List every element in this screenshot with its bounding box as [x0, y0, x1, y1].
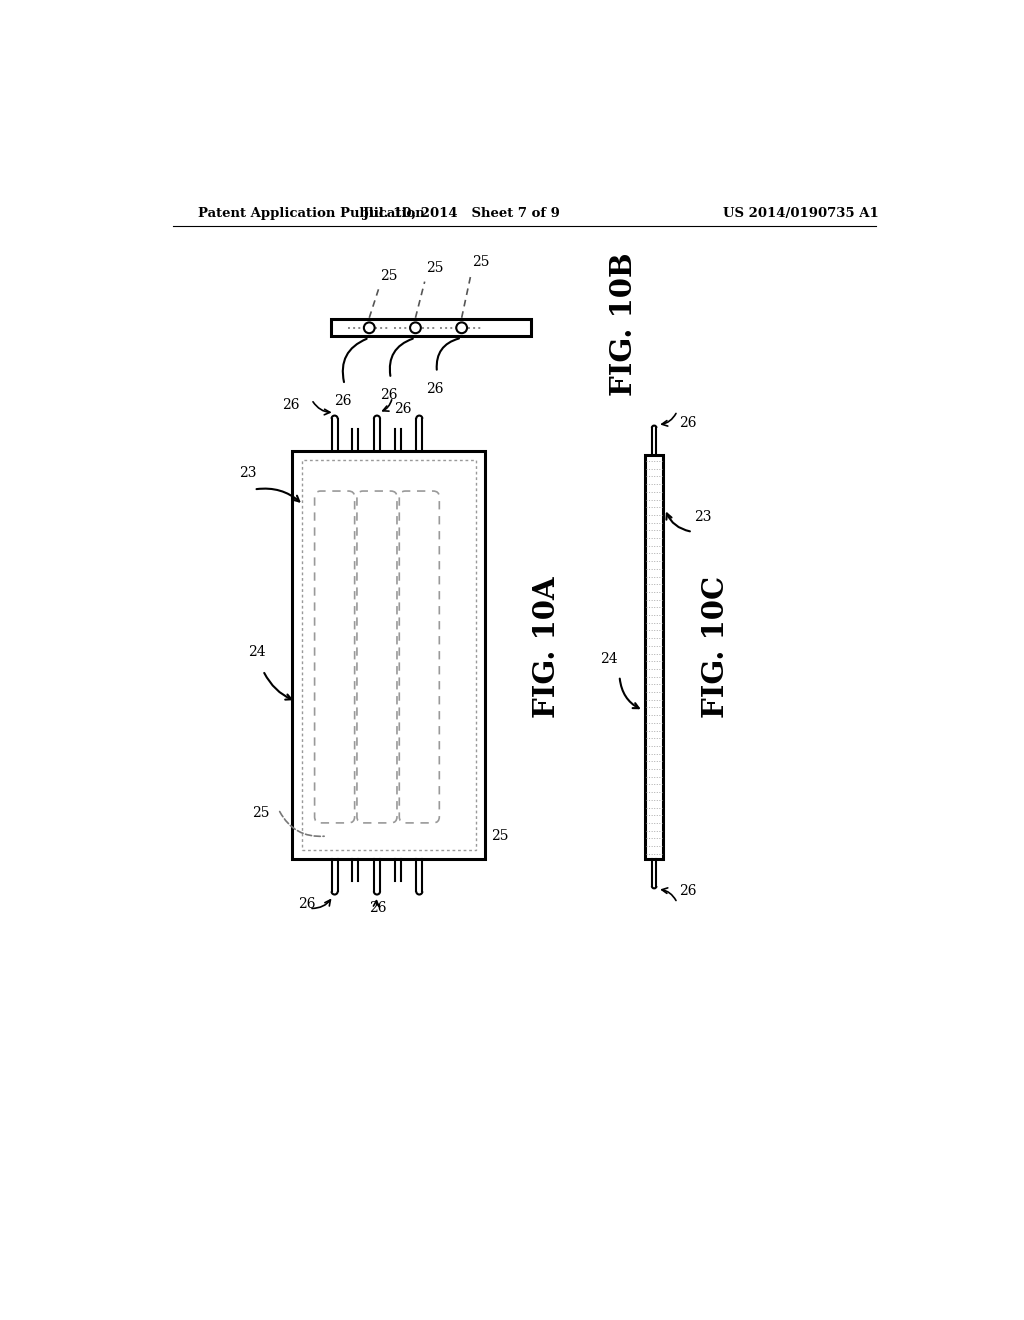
Text: 26: 26: [394, 401, 412, 416]
Text: Jul. 10, 2014   Sheet 7 of 9: Jul. 10, 2014 Sheet 7 of 9: [364, 207, 560, 220]
Text: 24: 24: [248, 645, 265, 659]
Text: US 2014/0190735 A1: US 2014/0190735 A1: [723, 207, 879, 220]
Text: Patent Application Publication: Patent Application Publication: [199, 207, 425, 220]
Text: 26: 26: [298, 896, 316, 911]
Bar: [331, 319, 531, 337]
Circle shape: [364, 322, 375, 333]
Text: 26: 26: [282, 397, 299, 412]
Text: FIG. 10C: FIG. 10C: [701, 577, 730, 718]
Text: FIG. 10B: FIG. 10B: [609, 252, 638, 396]
Text: 26: 26: [679, 416, 696, 429]
Text: 26: 26: [679, 884, 696, 899]
Bar: [645, 455, 664, 859]
Text: 26: 26: [334, 395, 351, 408]
Text: 26: 26: [426, 381, 443, 396]
Text: 25: 25: [380, 269, 397, 284]
Text: 25: 25: [472, 255, 489, 268]
Bar: [301, 461, 475, 850]
Text: 23: 23: [694, 510, 712, 524]
Bar: [292, 451, 484, 859]
Text: 25: 25: [490, 829, 509, 843]
Text: FIG. 10A: FIG. 10A: [531, 577, 561, 718]
Text: 25: 25: [252, 807, 269, 820]
Text: 24: 24: [600, 652, 617, 665]
Text: 25: 25: [426, 261, 443, 276]
Circle shape: [457, 322, 467, 333]
Text: 26: 26: [370, 900, 387, 915]
Text: 26: 26: [380, 388, 397, 401]
Text: 23: 23: [239, 466, 256, 480]
Circle shape: [410, 322, 421, 333]
